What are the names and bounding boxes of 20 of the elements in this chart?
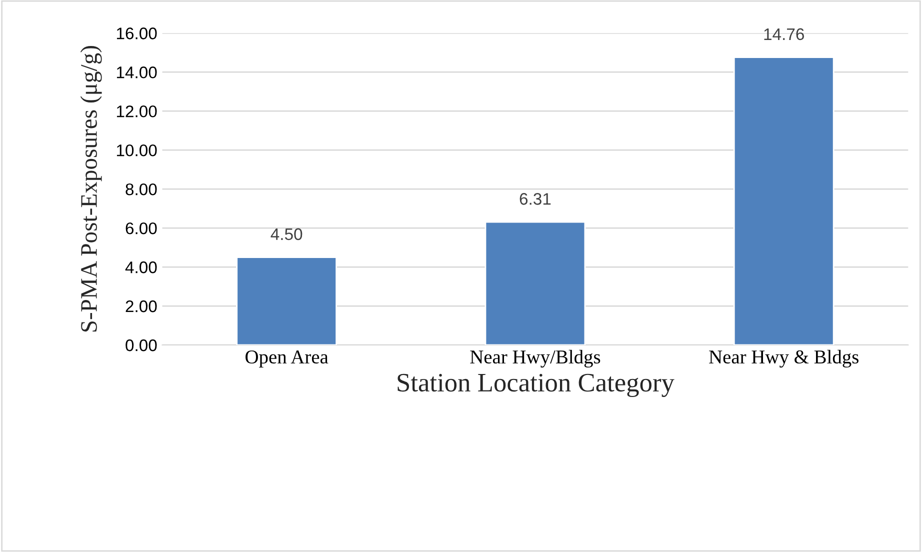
data-label: 4.50 <box>270 228 302 240</box>
y-tick-label: 12.00 <box>116 105 157 118</box>
x-axis-title: Station Location Category <box>398 374 674 398</box>
y-tick-label: 8.00 <box>126 183 157 196</box>
bar <box>236 256 338 345</box>
data-label: 14.76 <box>764 28 804 40</box>
y-tick-label: 6.00 <box>126 222 157 234</box>
bar <box>484 221 586 345</box>
y-tick-label: 4.00 <box>125 261 157 274</box>
data-label: 6.31 <box>520 193 551 205</box>
x-tick-label: Near Hwy & Bldgs <box>709 350 858 368</box>
x-tick-label: Near Hwy/Bldgs <box>470 350 600 368</box>
x-tick-label: Open Area <box>246 350 328 368</box>
y-tick-label: 2.00 <box>126 300 157 312</box>
y-tick-label: 16.00 <box>116 28 157 40</box>
bar <box>733 56 834 345</box>
y-tick-label: 14.00 <box>116 66 157 78</box>
y-tick-label: 0.00 <box>126 339 157 352</box>
y-axis-title: S-PMA Post-Exposures (μg/g) <box>80 46 102 332</box>
y-tick-label: 10.00 <box>116 144 157 156</box>
